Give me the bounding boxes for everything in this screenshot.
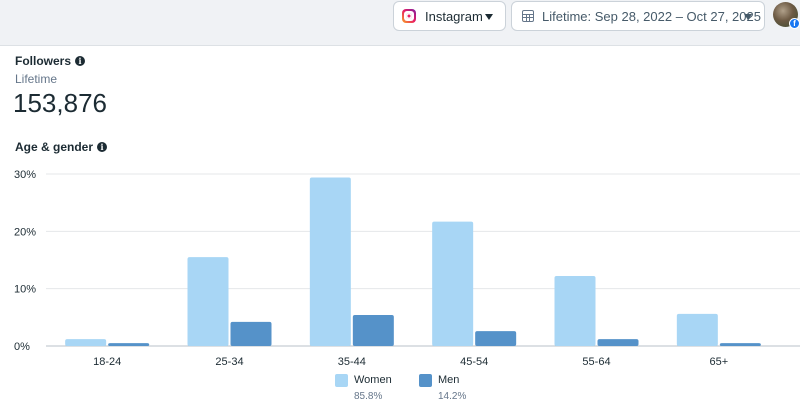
bar-women-18-24[interactable] bbox=[65, 339, 107, 346]
age-gender-title: Age & gender i bbox=[15, 140, 108, 154]
x-tick-label: 18-24 bbox=[93, 356, 121, 368]
bar-women-65+[interactable] bbox=[676, 313, 718, 346]
bar-women-55-64[interactable] bbox=[554, 276, 596, 346]
followers-count: 153,876 bbox=[13, 88, 107, 118]
info-icon[interactable]: i bbox=[97, 142, 108, 152]
bar-men-65+[interactable] bbox=[719, 343, 761, 346]
legend-share-women: 85.8% bbox=[354, 391, 383, 402]
facebook-badge-icon: f bbox=[789, 18, 800, 29]
instagram-icon bbox=[402, 9, 416, 23]
bar-women-35-44[interactable] bbox=[309, 177, 351, 346]
y-tick-label: 10% bbox=[14, 284, 36, 296]
age-gender-chart: 30% 20% 10% 0% 18-24 25-34 35-44 45-54 55-64 65+ bbox=[14, 169, 800, 368]
legend-label-women: Women bbox=[354, 374, 392, 386]
bar-men-45-54[interactable] bbox=[475, 331, 517, 346]
y-tick-label: 20% bbox=[14, 226, 36, 238]
x-tick-label: 55-64 bbox=[582, 356, 610, 368]
age-gender-title-text: Age & gender bbox=[15, 140, 94, 154]
info-icon[interactable]: i bbox=[75, 56, 86, 66]
legend-share-men: 14.2% bbox=[438, 391, 467, 402]
followers-period: Lifetime bbox=[15, 72, 58, 86]
platform-selector[interactable]: Instagram bbox=[393, 1, 506, 31]
bar-women-25-34[interactable] bbox=[187, 257, 229, 346]
platform-label: Instagram bbox=[425, 8, 483, 24]
bar-men-55-64[interactable] bbox=[597, 339, 639, 346]
x-tick-label: 65+ bbox=[709, 356, 728, 368]
legend-swatch-men bbox=[419, 374, 432, 387]
bar-men-18-24[interactable] bbox=[108, 343, 150, 346]
legend-label-men: Men bbox=[438, 374, 460, 386]
bar-men-35-44[interactable] bbox=[352, 315, 394, 346]
y-tick-label: 0% bbox=[14, 341, 30, 353]
x-tick-label: 35-44 bbox=[338, 356, 366, 368]
y-tick-label: 30% bbox=[14, 169, 36, 181]
followers-card: Followers i Lifetime 153,876 Age & gende… bbox=[0, 45, 800, 411]
bar-women-45-54[interactable] bbox=[432, 221, 474, 346]
calendar-icon bbox=[522, 10, 534, 22]
date-range-selector[interactable]: Lifetime: Sep 28, 2022 – Oct 27, 2025 bbox=[511, 1, 765, 31]
x-tick-label: 25-34 bbox=[215, 356, 243, 368]
top-toolbar: Instagram Lifetime: Sep 28, 2022 – Oct 2… bbox=[0, 0, 800, 44]
chevron-down-icon bbox=[744, 14, 752, 20]
legend-swatch-women bbox=[335, 374, 348, 387]
followers-title-text: Followers bbox=[15, 54, 72, 68]
x-tick-label: 45-54 bbox=[460, 356, 488, 368]
date-range-label: Lifetime: Sep 28, 2022 – Oct 27, 2025 bbox=[542, 8, 761, 24]
followers-title: Followers i bbox=[15, 54, 86, 68]
chevron-down-icon bbox=[485, 14, 493, 20]
bar-men-25-34[interactable] bbox=[230, 321, 272, 346]
